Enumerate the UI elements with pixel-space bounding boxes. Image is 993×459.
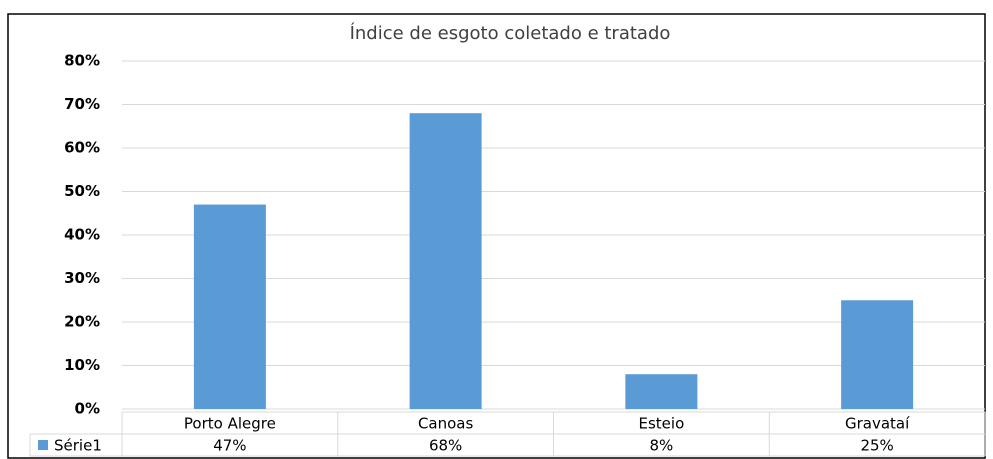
legend-label: Série1	[54, 437, 102, 455]
table-value: 8%	[649, 437, 673, 455]
bar	[841, 300, 914, 409]
y-tick-label: 10%	[64, 356, 100, 374]
y-tick-label: 70%	[64, 95, 100, 113]
y-tick-label: 40%	[64, 226, 100, 244]
y-tick-label: 0%	[75, 400, 100, 418]
chart-border	[7, 13, 986, 459]
x-tick-label: Canoas	[418, 415, 474, 433]
x-tick-label: Gravataí	[845, 415, 910, 433]
legend-swatch	[38, 440, 48, 450]
chart-title: Índice de esgoto coletado e tratado	[350, 22, 671, 44]
y-tick-label: 50%	[64, 182, 100, 200]
table-value: 25%	[860, 437, 893, 455]
bar	[625, 374, 698, 409]
bar	[409, 113, 482, 409]
x-tick-label: Porto Alegre	[184, 415, 276, 433]
x-tick-label: Esteio	[639, 415, 685, 433]
bar	[193, 204, 266, 409]
y-tick-label: 20%	[64, 313, 100, 331]
y-tick-label: 80%	[64, 52, 100, 70]
table-value: 47%	[213, 437, 246, 455]
y-tick-label: 60%	[64, 139, 100, 157]
y-tick-label: 30%	[64, 269, 100, 287]
table-value: 68%	[429, 437, 462, 455]
